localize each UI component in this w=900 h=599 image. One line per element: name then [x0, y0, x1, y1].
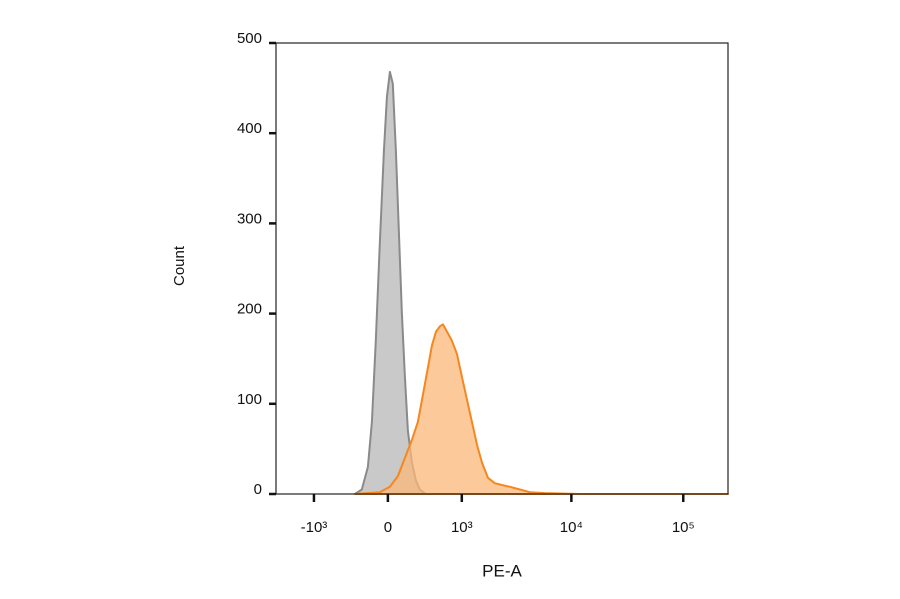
plot-frame	[275, 42, 729, 495]
histogram-area	[353, 323, 729, 495]
y-axis-label: Count	[171, 245, 188, 286]
x-tick-label: 0	[384, 519, 392, 536]
x-tick-label: -10³	[301, 519, 328, 536]
x-tick-label: 10³	[451, 519, 473, 536]
x-tick-label: 10⁴	[560, 519, 583, 536]
y-tick-label: 500	[237, 30, 262, 47]
y-tick-label: 300	[237, 210, 262, 227]
y-tick-label: 100	[237, 391, 262, 408]
x-tick-label: 10⁵	[672, 519, 695, 536]
y-tick-label: 0	[254, 481, 262, 498]
y-tick-label: 200	[237, 301, 262, 318]
x-axis-label: PE-A	[482, 561, 522, 580]
y-tick-label: 400	[237, 120, 262, 137]
